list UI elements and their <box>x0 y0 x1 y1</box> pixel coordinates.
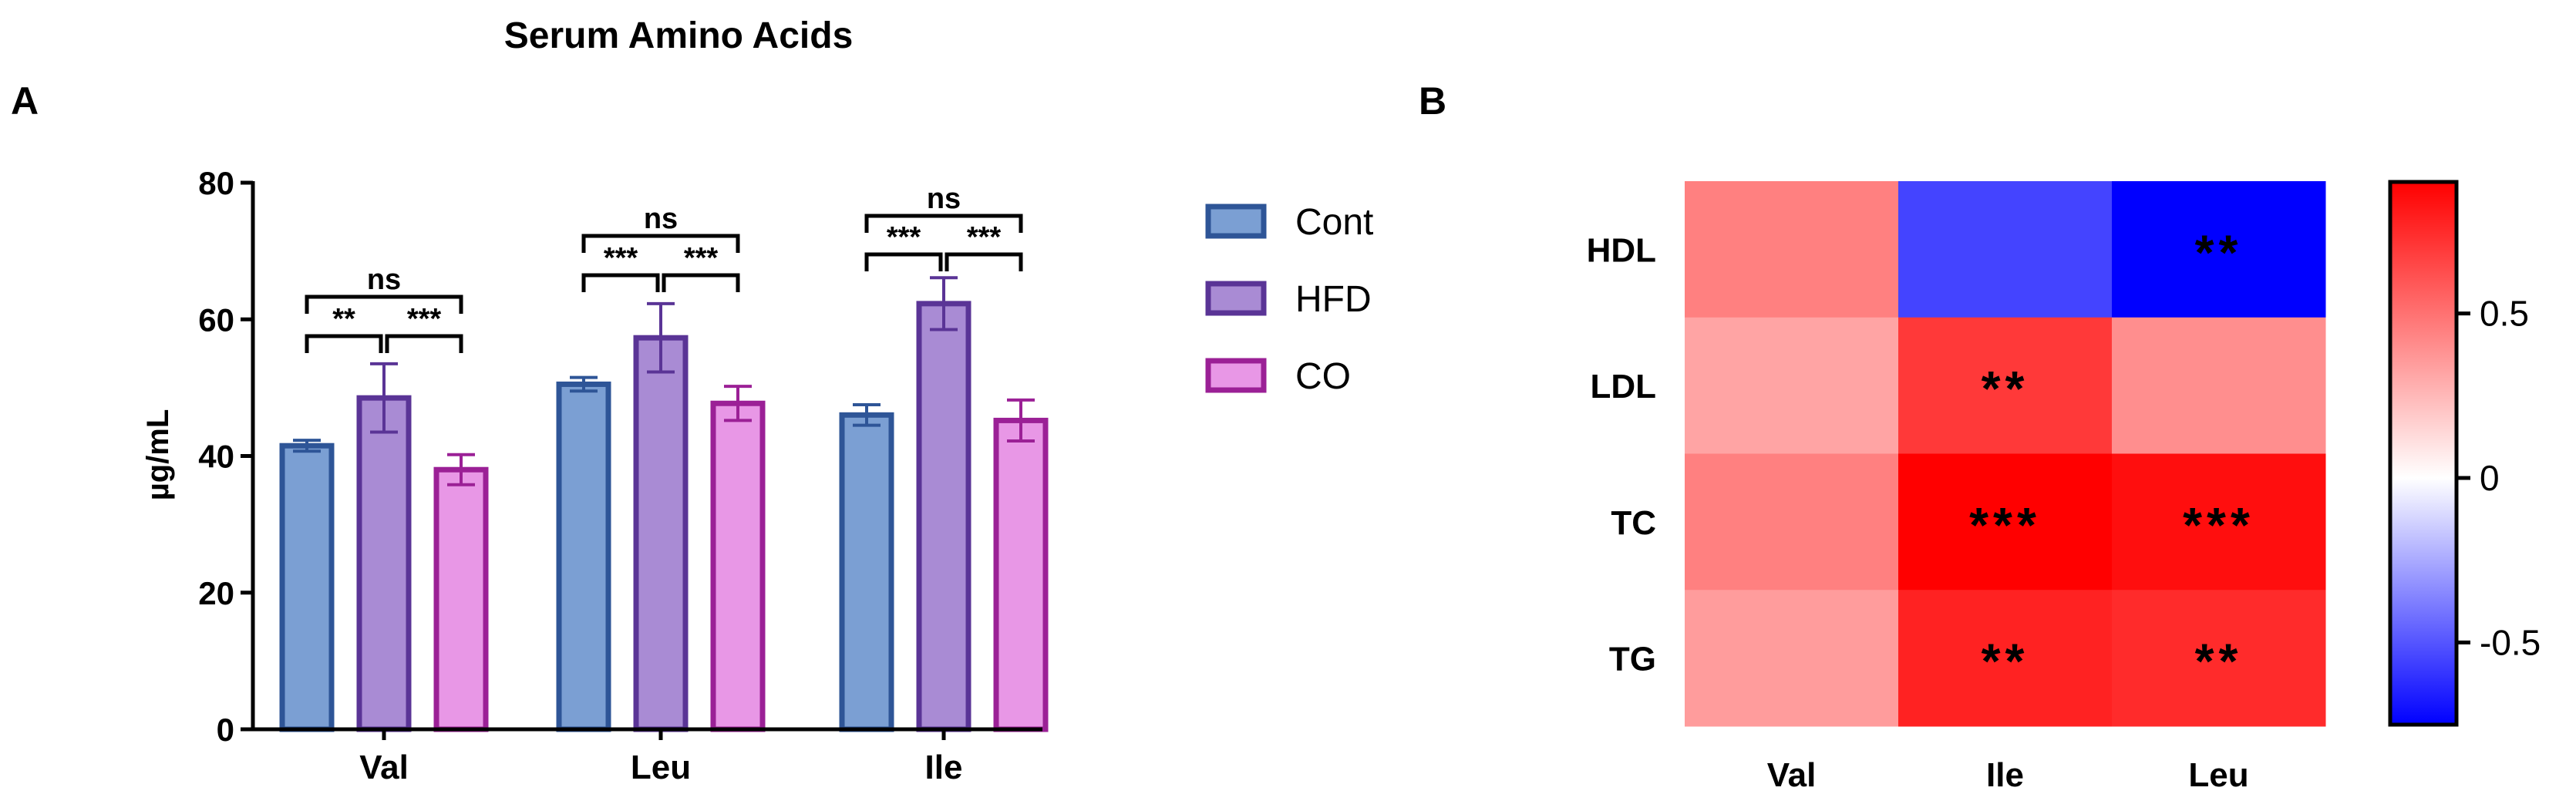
significance-label: *** <box>604 242 638 274</box>
x-tick-label: Val <box>359 749 409 786</box>
heatmap-annotation: *** <box>2183 497 2254 553</box>
y-axis-label: µg/mL <box>141 409 175 501</box>
legend-label-cont: Cont <box>1295 202 1373 243</box>
chart-title: Serum Amino Acids <box>504 15 854 56</box>
legend-label-co: CO <box>1295 356 1351 397</box>
significance-label: *** <box>967 221 1002 254</box>
y-tick-label: 80 <box>198 165 234 201</box>
colorbar-tick-label: 0 <box>2480 458 2500 498</box>
heatmap-cell-hdl-leu <box>2112 181 2326 318</box>
legend-label-hfd: HFD <box>1295 279 1372 320</box>
heatmap-row-label: TC <box>1611 504 1656 542</box>
bracket-outer <box>864 214 1023 233</box>
heatmap-row-label: HDL <box>1587 231 1656 269</box>
bar-cont-ile <box>839 412 894 732</box>
heatmap-cell-tg-val <box>1685 590 1899 727</box>
significance-label: ns <box>367 264 401 296</box>
bracket-inner <box>662 273 740 292</box>
heatmap-cell-hdl-val <box>1685 181 1899 318</box>
significance-label: *** <box>684 242 719 274</box>
colorbar: 0.5 0 -0.5 <box>2388 180 2541 727</box>
significance-label: ns <box>927 183 961 215</box>
legend-swatch-cont <box>1205 204 1267 239</box>
heatmap-column-label: Val <box>1767 756 1817 794</box>
significance-brackets: ** ***ns*** ***ns*** ***ns <box>305 183 1023 353</box>
bracket-outer <box>305 294 463 314</box>
x-tick-label: Ile <box>925 749 963 786</box>
colorbar-tick-label: 0.5 <box>2480 294 2529 334</box>
heatmap-column-label: Leu <box>2188 756 2248 794</box>
y-tick-label: 60 <box>198 301 234 338</box>
bar-hfd-ile <box>916 301 971 732</box>
bracket-inner <box>864 252 943 271</box>
significance-label: ns <box>644 203 678 235</box>
y-axis-ticks: 0 20 40 60 80 <box>198 165 253 748</box>
bar-cont-leu <box>556 381 611 732</box>
colorbar-bar <box>2388 180 2459 727</box>
panel-b-letter: B <box>1419 79 1446 123</box>
heatmap-cell-ldl-ile <box>1898 317 2113 454</box>
bracket-inner <box>581 273 660 292</box>
heatmap-cell-hdl-ile <box>1898 181 2113 318</box>
heatmap-cell-tg-leu <box>2112 590 2326 727</box>
legend: Cont HFD CO <box>1205 202 1373 397</box>
bar-hfd-val <box>356 395 412 732</box>
legend-swatch-hfd <box>1205 281 1267 316</box>
bar-co-leu <box>710 400 766 732</box>
y-tick-label: 0 <box>217 712 234 748</box>
heatmap-cell-ldl-val <box>1685 317 1899 454</box>
y-tick-label: 20 <box>198 575 234 611</box>
heatmap-cell-tc-ile <box>1898 453 2113 591</box>
bar-co-val <box>433 466 489 732</box>
heatmap-cells: ******* ***** ** <box>1685 181 2326 727</box>
heatmap-annotation: ** <box>1982 634 2029 689</box>
heatmap-row-label: LDL <box>1590 368 1656 406</box>
heatmap-cell-ldl-leu <box>2112 317 2326 454</box>
heatmap-cell-tg-ile <box>1898 590 2113 727</box>
heatmap-annotation: *** <box>1969 497 2041 553</box>
y-tick-label: 40 <box>198 439 234 475</box>
significance-label: ** <box>332 303 355 335</box>
bars <box>279 276 1049 732</box>
legend-swatch-co <box>1205 358 1267 393</box>
bracket-inner <box>945 252 1023 271</box>
bracket-inner <box>385 334 463 353</box>
x-tick-label: Leu <box>631 749 691 786</box>
heatmap-annotation: ** <box>2195 634 2243 689</box>
bar-hfd-leu <box>633 335 689 732</box>
heatmap-annotation: ** <box>1982 361 2029 416</box>
significance-label: *** <box>887 221 921 254</box>
heatmap-column-label: Ile <box>1986 756 2024 794</box>
colorbar-tick-label: -0.5 <box>2480 622 2541 662</box>
heatmap-cell-tc-val <box>1685 453 1899 591</box>
bar-cont-val <box>279 443 335 732</box>
bracket-outer <box>581 234 740 253</box>
bar-co-ile <box>993 417 1049 732</box>
bracket-inner <box>305 334 383 353</box>
heatmap-annotation: ** <box>2195 224 2243 280</box>
panel-a-letter: A <box>11 79 39 123</box>
significance-label: *** <box>407 303 442 335</box>
heatmap-column-labels: Val Ile Leu <box>1767 756 2249 794</box>
heatmap-row-labels: HDL LDL TC TG <box>1587 231 1656 678</box>
x-tick-labels: Val Leu Ile <box>359 729 962 786</box>
heatmap-cell-tc-leu <box>2112 453 2326 591</box>
heatmap-row-label: TG <box>1609 641 1656 678</box>
